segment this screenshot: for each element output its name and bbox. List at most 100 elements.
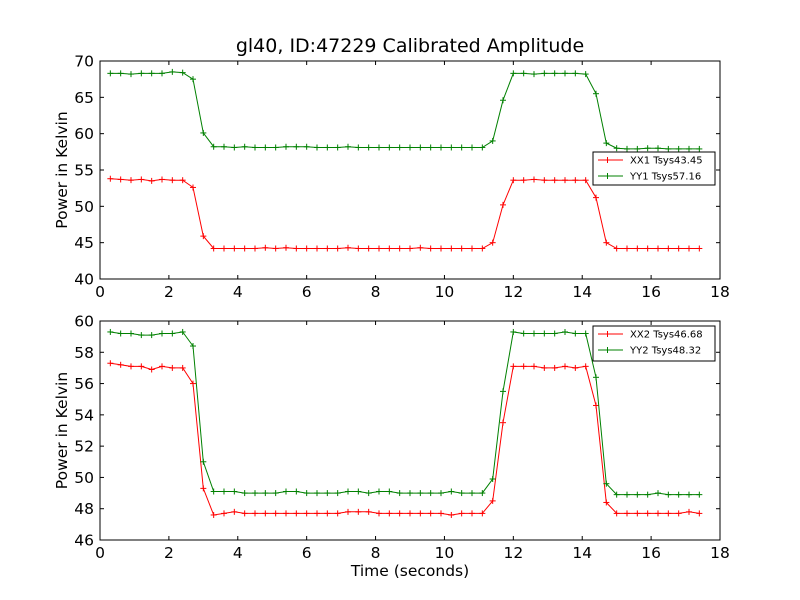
data-point <box>386 144 393 151</box>
data-point <box>159 70 165 77</box>
data-point <box>686 245 692 252</box>
x-tick-label: 6 <box>302 544 312 562</box>
x-tick-label: 6 <box>302 283 312 301</box>
data-point <box>582 71 589 78</box>
data-point <box>562 363 568 370</box>
data-point <box>407 144 413 151</box>
legend-item: XX1 Tsys43.45 <box>598 156 703 167</box>
data-point <box>593 194 599 201</box>
data-point <box>696 245 703 252</box>
data-point <box>644 145 651 152</box>
data-point <box>510 177 517 184</box>
top-legend: XX1 Tsys43.45 YY1 Tsys57.16 <box>592 151 716 186</box>
y-tick-label: 48 <box>74 500 94 518</box>
data-point <box>241 245 248 252</box>
data-point <box>613 491 620 498</box>
data-point <box>448 488 455 495</box>
y-tick-label: 58 <box>74 344 94 362</box>
data-point <box>283 244 289 251</box>
legend-item: XX2 Tsys46.68 <box>598 330 703 341</box>
data-point <box>500 97 506 104</box>
data-point <box>117 176 124 183</box>
data-point <box>593 374 599 381</box>
data-point <box>479 245 486 252</box>
data-point <box>262 244 269 251</box>
data-point <box>107 70 114 77</box>
data-point <box>345 143 351 150</box>
data-point <box>241 143 248 150</box>
data-point <box>365 490 372 497</box>
x-tick-label: 18 <box>710 544 730 562</box>
data-point <box>314 490 320 497</box>
data-point <box>231 245 238 252</box>
data-point <box>386 510 393 517</box>
top-series-line-1 <box>110 178 700 250</box>
data-point <box>686 508 692 515</box>
data-point <box>386 488 393 495</box>
data-point <box>283 143 289 150</box>
data-point <box>582 330 589 337</box>
legend-label: YY2 Tsys48.32 <box>629 346 701 357</box>
data-point <box>489 475 496 482</box>
y-tick-label: 55 <box>74 162 94 180</box>
data-point <box>190 184 196 191</box>
data-point <box>531 330 537 337</box>
data-point <box>252 245 258 252</box>
bottom-series-line-2 <box>110 331 700 496</box>
y-tick-label: 65 <box>74 89 94 107</box>
data-point <box>655 510 661 517</box>
data-point <box>107 175 114 182</box>
data-point <box>438 510 444 517</box>
data-point <box>479 144 486 151</box>
data-point <box>675 510 682 517</box>
data-point <box>500 419 506 426</box>
y-tick-label: 45 <box>74 234 94 252</box>
data-point <box>438 144 444 151</box>
data-point <box>159 363 165 370</box>
data-point <box>655 245 661 252</box>
data-point <box>303 490 310 497</box>
data-point <box>117 70 124 77</box>
x-tick-label: 12 <box>503 544 523 562</box>
legend-item: YY1 Tsys57.16 <box>598 172 701 183</box>
y-tick-label: 46 <box>74 532 94 550</box>
data-point <box>293 488 300 495</box>
x-tick-label: 16 <box>641 283 661 301</box>
data-point <box>355 144 362 151</box>
data-point <box>138 363 145 370</box>
y-tick-label: 50 <box>74 469 94 487</box>
data-point <box>283 488 289 495</box>
y-tick-label: 52 <box>74 438 94 456</box>
data-point <box>582 177 589 184</box>
data-point <box>572 364 579 371</box>
data-point <box>520 330 527 337</box>
data-point <box>179 364 186 371</box>
data-point <box>407 490 413 497</box>
data-point <box>107 360 114 367</box>
x-tick-label: 12 <box>503 283 523 301</box>
data-point <box>510 328 517 335</box>
x-tick-label: 2 <box>164 544 174 562</box>
data-point <box>190 380 196 387</box>
data-point <box>190 343 196 350</box>
data-point <box>396 245 403 252</box>
data-point <box>427 245 434 252</box>
data-point <box>107 328 114 335</box>
data-point <box>252 144 258 151</box>
data-point <box>531 176 537 183</box>
x-tick-label: 14 <box>572 283 592 301</box>
data-point <box>117 330 124 337</box>
data-point <box>138 176 145 183</box>
y-tick-label: 54 <box>74 406 94 424</box>
data-point <box>613 510 620 517</box>
y-tick-label: 70 <box>74 53 94 71</box>
data-point <box>510 70 517 77</box>
data-point <box>458 490 465 497</box>
data-point <box>407 510 413 517</box>
data-point <box>469 245 475 252</box>
data-point <box>438 245 444 252</box>
x-tick-label: 0 <box>95 283 105 301</box>
legend-label: XX1 Tsys43.45 <box>630 156 703 167</box>
y-tick-label: 56 <box>74 375 94 393</box>
data-point <box>675 245 682 252</box>
